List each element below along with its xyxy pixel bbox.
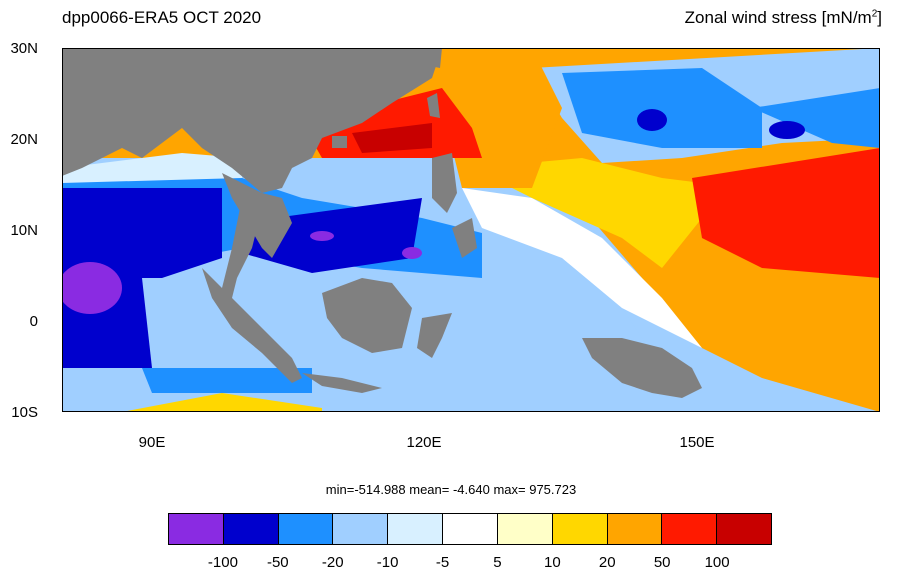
colorbar-box-8: [607, 514, 663, 544]
colorbar-box-4: [388, 514, 444, 544]
colorbar-label: 100: [704, 554, 730, 571]
colorbar-box-7: [552, 514, 608, 544]
colorbar-label: 10: [544, 554, 561, 571]
land-new-guinea: [582, 338, 702, 398]
plot-title-left: dpp0066-ERA5 OCT 2020: [62, 8, 262, 27]
region-darkblue-northeast: [769, 121, 805, 139]
region-white-band: [462, 188, 702, 358]
region-blue-south: [142, 368, 312, 393]
land-mindanao: [452, 218, 477, 258]
colorbar-label: 5: [493, 554, 502, 571]
colorbar-label: -10: [376, 554, 399, 571]
map-svg: [62, 48, 880, 412]
ylabel-30n: 30N: [10, 40, 38, 57]
land-luzon: [432, 153, 457, 213]
land-borneo: [322, 278, 412, 353]
xlabel-120e: 120E: [406, 434, 442, 451]
region-blue-north: [562, 68, 762, 148]
colorbar-box-9: [662, 514, 718, 544]
region-south-east: [702, 388, 880, 412]
ylabel-10s: 10S: [11, 404, 38, 421]
colorbar-box-5: [443, 514, 498, 544]
region-red-east: [692, 148, 880, 278]
land-sulawesi: [417, 313, 452, 358]
region-darkblue-bob: [62, 188, 222, 278]
region-white-bob: [62, 153, 242, 183]
colorbar-box-10: [717, 514, 771, 544]
region-yellow-band: [472, 158, 742, 268]
colorbar-label: -20: [321, 554, 344, 571]
land-malay-peninsula: [222, 198, 262, 328]
region-purple-scs: [310, 231, 334, 241]
land-taiwan: [427, 93, 440, 118]
ylabel-0: 0: [29, 313, 38, 330]
ylabel-20n: 20N: [10, 131, 38, 148]
region-darkblue-north: [637, 109, 667, 131]
xlabel-90e: 90E: [138, 434, 166, 451]
land-hainan: [332, 136, 347, 148]
colorbar-label: -5: [435, 554, 450, 571]
colorbar-box-6: [497, 514, 553, 544]
land-korea: [422, 48, 442, 68]
colorbar-box-1: [223, 514, 279, 544]
ylabel-10n: 10N: [10, 222, 38, 239]
colorbar-box-2: [278, 514, 334, 544]
plot-title-right: Zonal wind stress [mN/m2]: [685, 8, 882, 28]
region-darkred-scs: [352, 123, 432, 153]
region-purple-io: [62, 262, 122, 314]
land-sumatra: [202, 268, 302, 383]
xlabel-150e: 150E: [679, 434, 715, 451]
wind-stress-map: [62, 48, 880, 412]
colorbar-label: -50: [266, 554, 289, 571]
colorbar-label: -100: [207, 554, 238, 571]
units-superscript: 2: [871, 8, 878, 20]
land-java: [302, 373, 382, 393]
region-blue-northeast: [752, 88, 880, 148]
colorbar: [168, 513, 772, 545]
land-asia: [62, 48, 442, 193]
colorbar-label: 20: [598, 554, 616, 571]
units-close: ]: [877, 8, 882, 27]
colorbar-label: 50: [653, 554, 671, 571]
region-purple-ph: [402, 247, 422, 259]
colorbar-box-0: [169, 514, 224, 544]
region-yellow-south: [122, 393, 322, 412]
stats-line: min=-514.988 mean= -4.640 max= 975.723: [325, 482, 577, 497]
units-text: Zonal wind stress [mN/m: [684, 8, 872, 27]
colorbar-box-3: [333, 514, 389, 544]
